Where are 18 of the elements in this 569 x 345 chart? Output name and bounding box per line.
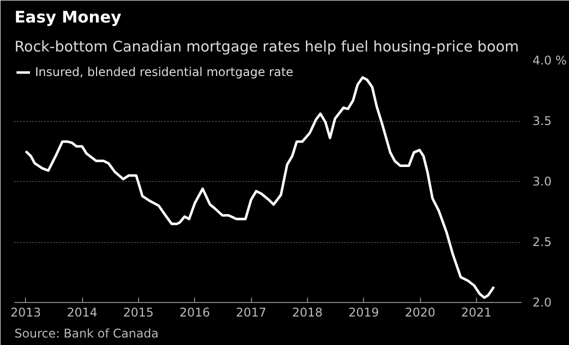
y-tick-label: 4.0 % (532, 54, 567, 68)
x-tick-label: 2015 (123, 306, 154, 320)
legend-label: Insured, blended residential mortgage rate (35, 65, 294, 79)
y-tick-label: 3.5 (532, 114, 552, 128)
x-tick-label: 2018 (292, 306, 323, 320)
x-tick-label: 2020 (404, 306, 436, 320)
y-tick-label: 3.0 (532, 174, 552, 188)
x-tick-label: 2014 (66, 306, 98, 320)
x-tick-label: 2021 (461, 306, 492, 320)
x-tick-label: 2019 (348, 306, 380, 320)
y-tick-label: 2.5 (532, 235, 552, 249)
x-tick-label: 2013 (10, 306, 42, 320)
x-tick-label: 2017 (236, 306, 266, 320)
x-tick-label: 2016 (179, 306, 210, 320)
source-note: Source: Bank of Canada (14, 326, 159, 340)
chart-subtitle: Rock-bottom Canadian mortgage rates help fuel housing-price boom (14, 38, 519, 56)
chart-title: Easy Money (14, 8, 122, 26)
y-tick-label: 2.0 (532, 296, 552, 310)
